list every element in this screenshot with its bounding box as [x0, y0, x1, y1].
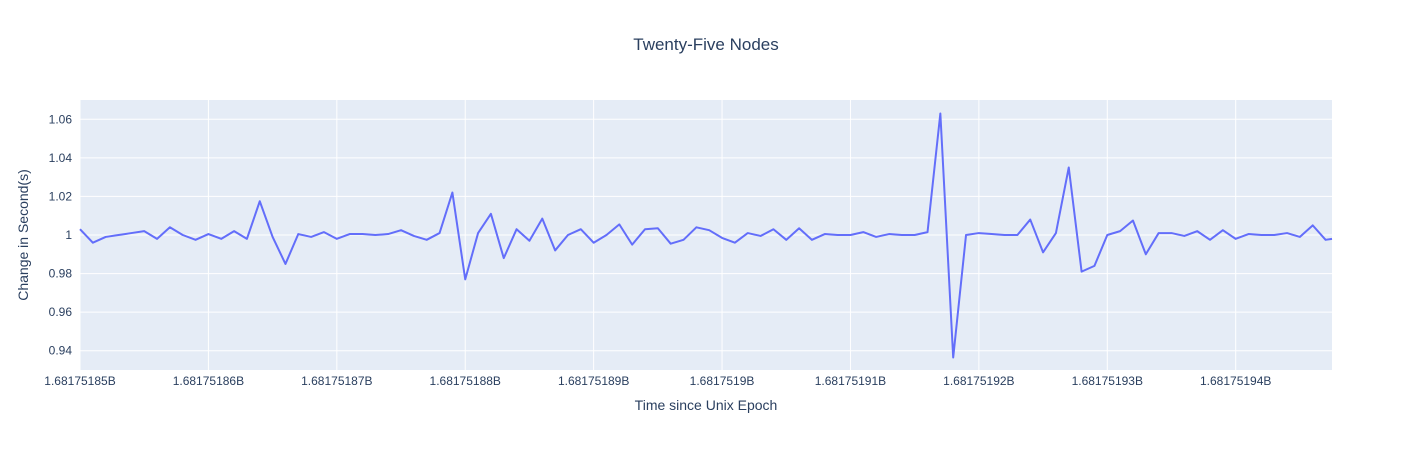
x-tick-label: 1.68175191B	[815, 374, 886, 388]
x-tick-label: 1.68175194B	[1200, 374, 1271, 388]
y-tick-label: 1.04	[49, 151, 73, 165]
x-tick-label: 1.68175187B	[301, 374, 372, 388]
series-line	[79, 112, 1333, 359]
x-tick-label: 1.68175185B	[44, 374, 115, 388]
x-axis-title: Time since Unix Epoch	[635, 397, 778, 413]
x-tick-label: 1.68175192B	[943, 374, 1014, 388]
chart-title: Twenty-Five Nodes	[633, 35, 779, 54]
x-tick-label: 1.68175188B	[430, 374, 501, 388]
y-tick-label: 0.98	[49, 267, 73, 281]
y-tick-label: 1.06	[49, 112, 73, 126]
y-axis-title: Change in Second(s)	[15, 169, 31, 301]
y-tick-label: 1	[65, 228, 72, 242]
y-tick-label: 0.96	[49, 305, 73, 319]
x-tick-label: 1.68175186B	[173, 374, 244, 388]
x-tick-label: 1.68175193B	[1072, 374, 1143, 388]
x-tick-label: 1.6817519B	[690, 374, 755, 388]
x-tick-label: 1.68175189B	[558, 374, 629, 388]
y-tick-label: 0.94	[49, 344, 73, 358]
y-tick-label: 1.02	[49, 189, 73, 203]
